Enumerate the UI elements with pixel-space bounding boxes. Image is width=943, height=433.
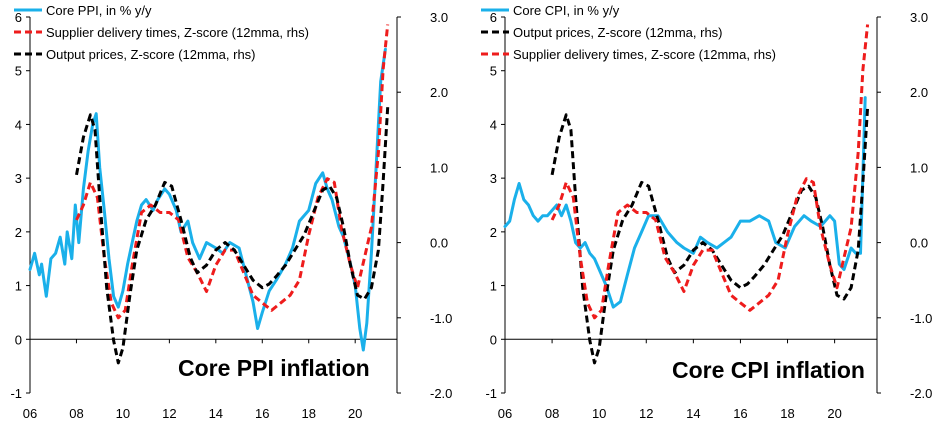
- right-tick-label: 0.0: [910, 236, 928, 251]
- legend-label: Output prices, Z-score (12mma, rhs): [513, 25, 723, 40]
- right-tick-label: -1.0: [910, 311, 932, 326]
- series-line-supplier-delivery-times-z-score-12mma-rhs: [550, 24, 870, 320]
- x-tick-label: 08: [545, 406, 559, 421]
- left-tick-label: 6: [15, 10, 22, 25]
- x-tick-label: 08: [69, 406, 83, 421]
- right-tick-label: 3.0: [430, 10, 448, 25]
- x-tick-label: 10: [116, 406, 130, 421]
- legend-label: Core CPI, in % y/y: [513, 3, 620, 18]
- left-tick-label: 1: [15, 279, 22, 294]
- x-tick-label: 12: [162, 406, 176, 421]
- left-tick-label: 2: [490, 225, 497, 240]
- x-tick-label: 20: [348, 406, 362, 421]
- left-tick-label: 1: [490, 279, 497, 294]
- left-tick-label: 3: [15, 171, 22, 186]
- x-tick-label: 16: [255, 406, 269, 421]
- legend-label: Output prices, Z-score (12mma, rhs): [46, 47, 256, 62]
- left-tick-label: 2: [15, 225, 22, 240]
- x-tick-label: 18: [301, 406, 315, 421]
- left-tick-label: 0: [15, 332, 22, 347]
- chart-title: Core PPI inflation: [178, 355, 370, 381]
- right-tick-label: -2.0: [430, 386, 452, 401]
- legend-label: Supplier delivery times, Z-score (12mma,…: [513, 47, 776, 62]
- x-tick-label: 12: [639, 406, 653, 421]
- left-tick-label: 0: [490, 332, 497, 347]
- right-tick-label: 2.0: [910, 85, 928, 100]
- left-tick-label: -1: [10, 386, 22, 401]
- chart-title: Core CPI inflation: [672, 357, 865, 383]
- x-tick-label: 16: [733, 406, 747, 421]
- x-tick-label: 06: [23, 406, 37, 421]
- x-tick-label: 20: [827, 406, 841, 421]
- series-line-output-prices-z-score-12mma-rhs: [75, 107, 390, 365]
- legend-label: Supplier delivery times, Z-score (12mma,…: [46, 25, 309, 40]
- right-tick-label: 1.0: [910, 160, 928, 175]
- series-line-core-ppi-in-y-y: [28, 47, 387, 352]
- right-tick-label: -2.0: [910, 386, 932, 401]
- right-tick-label: 1.0: [430, 160, 448, 175]
- x-tick-label: 14: [209, 406, 223, 421]
- series-line-supplier-delivery-times-z-score-12mma-rhs: [75, 24, 390, 320]
- x-tick-label: 06: [498, 406, 512, 421]
- left-tick-label: 4: [15, 117, 22, 132]
- series-line-output-prices-z-score-12mma-rhs: [550, 107, 870, 365]
- left-tick-label: 3: [490, 171, 497, 186]
- x-tick-label: 10: [592, 406, 606, 421]
- right-tick-label: 0.0: [430, 236, 448, 251]
- left-tick-label: 6: [490, 10, 497, 25]
- right-tick-label: 2.0: [430, 85, 448, 100]
- series-line-core-cpi-in-y-y: [503, 96, 867, 309]
- x-tick-label: 14: [686, 406, 700, 421]
- x-tick-label: 18: [780, 406, 794, 421]
- legend-label: Core PPI, in % y/y: [46, 3, 152, 18]
- right-tick-label: -1.0: [430, 311, 452, 326]
- left-tick-label: 5: [490, 64, 497, 79]
- right-tick-label: 3.0: [910, 10, 928, 25]
- left-tick-label: 4: [490, 117, 497, 132]
- left-tick-label: 5: [15, 64, 22, 79]
- left-tick-label: -1: [485, 386, 497, 401]
